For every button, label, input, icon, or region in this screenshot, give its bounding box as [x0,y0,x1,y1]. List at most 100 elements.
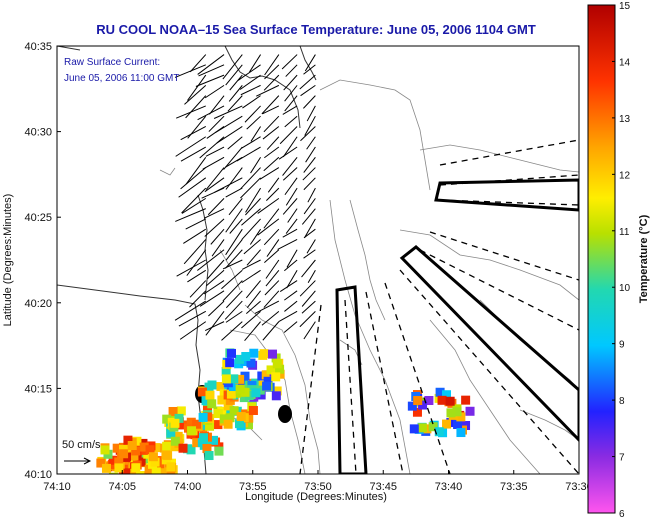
current-vector [285,64,298,77]
sst-pixel [223,401,233,411]
sst-pixel [422,424,432,434]
sst-pixel [234,354,244,364]
current-vector [242,95,261,109]
current-vector [244,321,261,341]
sst-pixel [249,348,259,358]
current-vector [284,95,298,112]
current-vector [237,64,261,81]
current-vector [263,290,280,308]
sst-pixel [272,386,282,396]
colorbar-tick-label: 7 [619,453,625,464]
current-vector [202,156,225,170]
current-vector [189,290,207,308]
x-tick-label: 73:30 [565,481,593,493]
sst-layer [96,348,475,486]
y-tick-label: 40:25 [24,212,52,224]
current-vector [257,197,280,214]
current-vector [286,249,298,268]
current-vector [250,126,262,142]
sst-pixel [127,441,137,451]
plot-frame [56,45,580,475]
current-vector [303,177,316,191]
sst-pixel [114,463,124,473]
sst-pixel [435,387,445,397]
sst-pixel [461,395,471,405]
sst-pixel [121,468,131,474]
current-vector [264,54,280,76]
current-vector [282,198,298,215]
sst-pixel [198,433,208,443]
current-vector [185,218,206,230]
current-vector [186,249,207,276]
current-vector [249,228,261,245]
current-vector [299,280,316,297]
current-vector [281,54,298,70]
current-vector [303,156,316,173]
current-vector [222,54,243,80]
current-vector [307,270,316,284]
current-vector [205,146,225,157]
sst-pixel [465,406,475,416]
current-vector [216,126,243,144]
current-vector [284,115,298,128]
colorbar [587,4,616,514]
sst-pixel [169,413,179,423]
sst-pixel [205,390,215,400]
current-vector [204,177,225,193]
x-axis-label: Longitude (Degrees:Minutes) [245,491,387,503]
current-vector [300,84,316,97]
current-vector [261,310,280,326]
y-tick-label: 40:15 [24,383,52,395]
sst-pixel [213,420,223,430]
current-vector [208,115,225,132]
current-vector [265,259,280,279]
colorbar-tick-label: 15 [619,1,631,12]
current-vector [266,187,280,201]
current-vector [195,74,225,87]
colorbar-tick-label: 12 [619,170,631,181]
current-vector [175,208,206,222]
current-vector [181,197,207,214]
sst-pixel [186,417,196,427]
current-vector [214,177,243,193]
sst-pixel [202,443,212,453]
current-vector [206,259,225,280]
sst-pixel [221,366,231,376]
current-vector [283,74,298,91]
current-vector [227,95,243,112]
current-vector [284,177,298,196]
current-vector [245,187,262,213]
current-vector [240,136,261,149]
sst-pixel [132,436,142,446]
sst-pixel [428,422,438,432]
current-vector [175,105,206,119]
sst-pixel [207,399,217,409]
sst-pixel [114,457,124,467]
current-vector [197,105,225,121]
current-vector [246,290,261,309]
sst-pixel [214,446,224,456]
current-vector [222,280,243,302]
current-vector [301,300,316,314]
sst-pixel [226,348,236,358]
sst-pixel [100,445,110,455]
x-tick-label: 73:50 [304,481,332,493]
annotation-line-2: June 05, 2006 11:00 GMT [64,73,179,84]
current-vector [205,311,225,336]
current-vector [282,228,298,238]
sst-pixel [146,477,155,486]
sst-pixel [437,395,447,405]
scale-label: 50 cm/s [62,439,101,451]
current-vector [240,167,261,190]
sst-pixel [446,408,456,418]
current-vector [225,64,243,86]
current-vector [197,54,225,75]
current-vector [305,146,316,163]
sst-pixel [203,412,213,422]
sst-pixel [412,407,422,417]
current-vector [184,85,207,105]
current-vector [245,198,261,216]
current-vector [278,146,298,160]
current-vector [246,249,261,266]
